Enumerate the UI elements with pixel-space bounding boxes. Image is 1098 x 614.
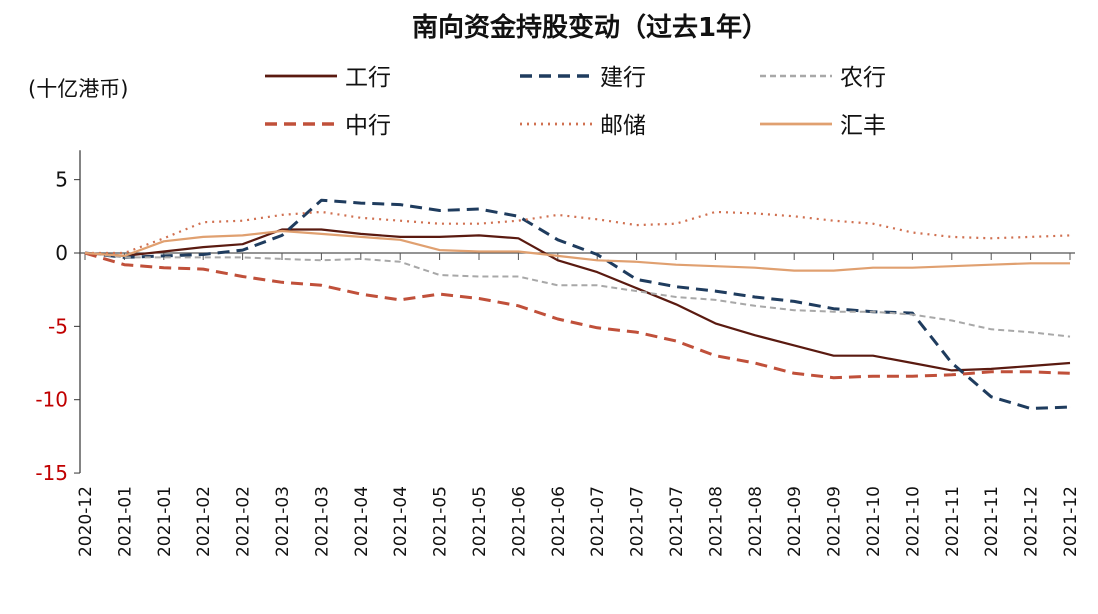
x-tick-label: 2021-02 [234, 486, 254, 557]
x-tick-label: 2021-09 [825, 486, 845, 557]
axes: 5 0 -5 -10 -15 2020-12 2021-01 2021-01 2021-02 20… [35, 150, 1081, 557]
series-line-5 [84, 229, 1070, 272]
series-line-2 [84, 252, 1071, 338]
x-tick-label: 2021-10 [864, 486, 884, 557]
x-tick-label: 2021-05 [431, 486, 451, 557]
series-line-3 [84, 251, 1071, 380]
x-tick-label: 2020-12 [76, 486, 96, 557]
chart-title: 南向资金持股变动（过去1年） [412, 12, 768, 43]
x-tick-label: 2021-04 [352, 486, 372, 557]
legend-label: 中行 [345, 113, 391, 139]
y-tick-label: 5 [55, 168, 68, 192]
x-tick-label: 2021-06 [509, 486, 529, 557]
x-tick-label: 2021-06 [549, 486, 569, 557]
x-tick-label: 2021-07 [667, 486, 687, 557]
legend-label: 邮储 [600, 113, 646, 139]
x-tick-label: 2021-08 [706, 486, 726, 557]
y-tick-label: -5 [48, 314, 68, 338]
series-line-0 [84, 228, 1071, 372]
x-tick-label: 2021-12 [1022, 486, 1042, 557]
y-tick-label: -10 [35, 388, 68, 412]
x-tick-label: 2021-10 [903, 486, 923, 557]
x-tick-label: 2021-11 [943, 486, 963, 557]
x-tick-label: 2021-09 [785, 486, 805, 557]
x-tick-label: 2021-07 [588, 486, 608, 557]
x-tick-label: 2021-01 [115, 486, 135, 557]
x-tick-label: 2021-07 [628, 486, 648, 557]
legend-label: 汇丰 [840, 113, 886, 139]
x-tick-label: 2021-04 [391, 486, 411, 557]
x-tick-label: 2021-03 [273, 486, 293, 557]
legend-label: 建行 [600, 65, 646, 91]
x-tick-label: 2021-12 [1061, 486, 1081, 557]
y-tick-label: -15 [35, 461, 68, 485]
x-tick-label: 2021-01 [155, 486, 175, 557]
legend-label: 农行 [840, 65, 886, 91]
x-tick-label: 2021-02 [194, 486, 214, 557]
x-tick-label: 2021-08 [746, 486, 766, 557]
series-lines [84, 198, 1071, 410]
x-tick-label: 2021-11 [982, 486, 1002, 557]
x-tick-label: 2021-05 [470, 486, 490, 557]
x-tick-label: 2021-03 [312, 486, 332, 557]
series-line-1 [84, 198, 1071, 410]
y-axis-unit: (十亿港币) [28, 77, 128, 101]
y-tick-label: 0 [55, 241, 68, 265]
legend-label: 工行 [345, 65, 391, 91]
